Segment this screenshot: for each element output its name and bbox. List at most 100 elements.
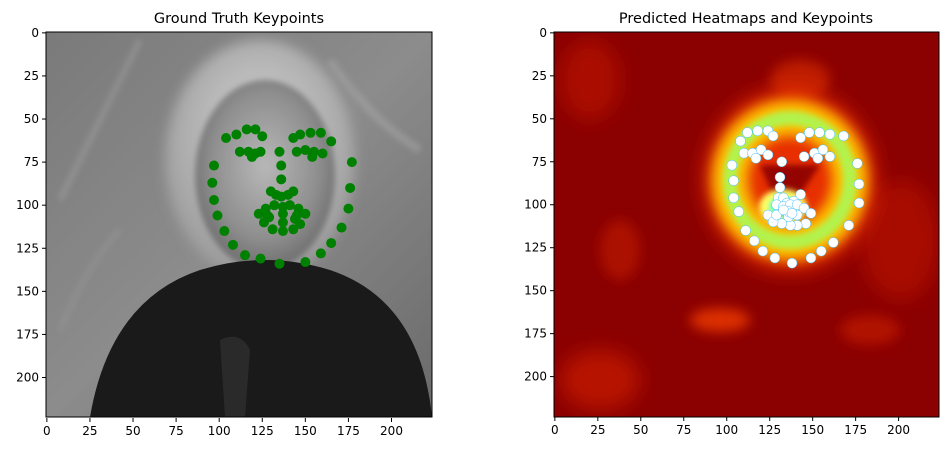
keypoint-4 (740, 225, 751, 236)
y-tick-label: 125 (524, 241, 547, 255)
keypoint-37 (255, 146, 266, 157)
keypoint-39 (798, 151, 810, 162)
y-tick-label: 50 (532, 112, 547, 126)
x-tick-label: 200 (887, 423, 910, 437)
keypoint-50 (300, 208, 311, 219)
heatmap-background (554, 32, 939, 417)
axes-frame-right (553, 31, 940, 418)
y-tick-label: 75 (532, 155, 547, 169)
y-tick-label: 50 (24, 112, 39, 126)
face-photo-background (46, 32, 432, 417)
y-tick-label: 25 (24, 69, 39, 83)
keypoint-4 (219, 226, 230, 237)
keypoint-7 (769, 252, 781, 264)
keypoint-15 (346, 157, 357, 168)
x-tick-label: 50 (125, 424, 140, 438)
panel-predicted: 0 25 50 75 100 125 150 175 200 0 25 50 75 100 125 150 1… (524, 11, 940, 437)
x-tick-label: 0 (43, 424, 51, 438)
keypoint-53 (277, 226, 288, 237)
x-tick-label: 0 (551, 423, 559, 437)
y-tick-label: 0 (31, 26, 39, 40)
x-tick-label: 150 (801, 423, 824, 437)
keypoint-13 (343, 203, 354, 214)
keypoint-26 (274, 146, 285, 157)
keypoint-28 (276, 174, 287, 185)
keypoint-60 (264, 212, 275, 223)
keypoint-3 (212, 210, 223, 221)
keypoint-23 (814, 127, 825, 138)
keypoint-39 (291, 146, 302, 157)
keypoint-18 (752, 125, 763, 137)
keypoint-43 (307, 151, 318, 162)
keypoint-17 (231, 129, 242, 140)
keypoint-27 (276, 160, 287, 171)
x-tick-label: 50 (633, 423, 648, 437)
keypoint-0 (209, 160, 220, 171)
ground-truth-keypoints (207, 124, 357, 269)
x-tick-label: 25 (82, 424, 97, 438)
keypoint-22 (803, 127, 815, 138)
keypoint-44 (253, 208, 264, 219)
x-axis-ticks-left: 0 25 50 75 100 125 150 175 200 (43, 418, 403, 438)
y-tick-label: 100 (16, 198, 39, 212)
keypoint-61 (290, 213, 301, 224)
keypoint-6 (240, 250, 251, 261)
keypoint-48 (284, 200, 295, 211)
keypoint-26 (776, 156, 787, 168)
keypoint-54 (267, 224, 278, 235)
keypoint-43 (812, 153, 824, 164)
keypoint-20 (257, 131, 268, 142)
keypoint-11 (326, 238, 337, 249)
keypoint-1 (207, 177, 218, 188)
keypoint-2 (728, 192, 739, 204)
keypoint-15 (852, 158, 863, 169)
chart-title-right: Predicted Heatmaps and Keypoints (619, 11, 873, 27)
y-tick-label: 200 (524, 370, 547, 384)
keypoint-17 (742, 127, 753, 138)
keypoint-8 (274, 258, 285, 269)
keypoint-11 (828, 237, 839, 248)
x-tick-label: 25 (590, 423, 605, 437)
keypoint-25 (326, 136, 337, 147)
keypoint-9 (805, 252, 817, 264)
keypoint-42 (824, 151, 836, 162)
keypoint-12 (336, 222, 347, 233)
keypoint-16 (221, 132, 232, 143)
y-tick-label: 100 (524, 198, 547, 212)
y-tick-label: 150 (16, 284, 39, 298)
keypoint-23 (305, 127, 316, 138)
keypoint-18 (241, 124, 252, 135)
keypoint-41 (817, 144, 829, 155)
keypoint-33 (795, 189, 806, 200)
keypoint-13 (853, 197, 865, 209)
keypoint-0 (726, 159, 738, 171)
keypoint-1 (728, 175, 739, 186)
keypoint-34 (234, 146, 245, 157)
keypoint-10 (816, 245, 827, 257)
y-tick-label: 150 (524, 284, 547, 298)
y-axis-ticks-right: 0 25 50 75 100 125 150 175 200 (524, 26, 554, 384)
x-tick-label: 75 (168, 424, 183, 438)
keypoint-28 (774, 182, 786, 193)
keypoint-8 (786, 257, 798, 269)
chart-title-left: Ground Truth Keypoints (154, 11, 324, 27)
x-tick-label: 75 (676, 423, 691, 437)
keypoint-22 (295, 129, 306, 140)
keypoint-9 (300, 257, 311, 268)
keypoint-37 (762, 149, 774, 161)
keypoint-7 (255, 253, 266, 264)
y-tick-label: 75 (24, 155, 39, 169)
keypoint-24 (824, 129, 836, 140)
keypoint-46 (269, 200, 280, 211)
keypoint-57 (277, 208, 288, 219)
predicted-keypoints (726, 125, 865, 269)
keypoint-6 (757, 245, 769, 257)
panel-ground-truth: 0 25 50 75 100 125 150 175 200 0 25 50 75 100 125 150 1… (16, 11, 433, 438)
keypoint-52 (288, 224, 299, 235)
y-tick-label: 125 (16, 241, 39, 255)
keypoint-19 (250, 124, 261, 135)
keypoint-53 (785, 220, 796, 231)
keypoint-3 (733, 206, 745, 217)
keypoint-10 (315, 248, 326, 259)
